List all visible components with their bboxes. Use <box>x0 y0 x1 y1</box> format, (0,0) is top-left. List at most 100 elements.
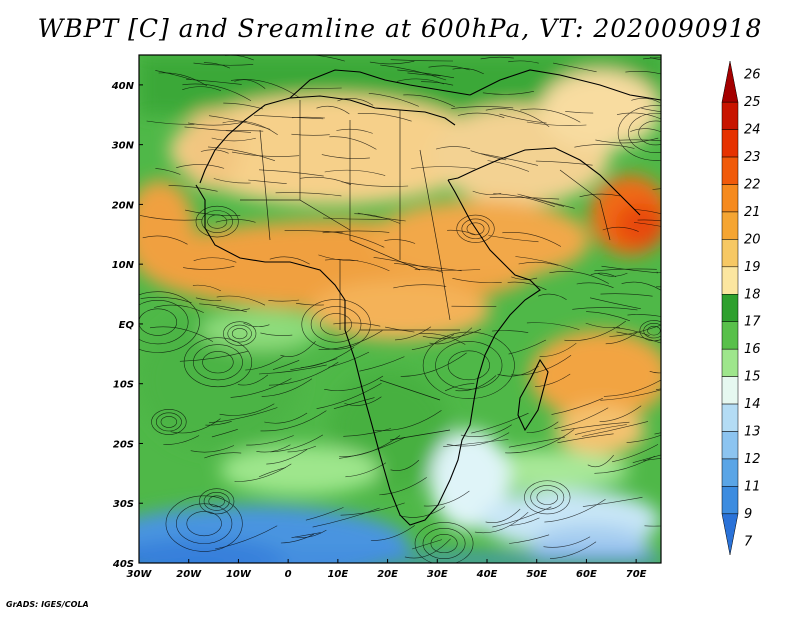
colorbar-label: 7 <box>744 534 753 549</box>
streamline <box>139 215 203 221</box>
streamline <box>488 235 539 243</box>
streamline <box>411 166 476 169</box>
streamline <box>641 108 661 113</box>
streamline <box>414 268 481 271</box>
streamline <box>553 62 597 73</box>
streamline <box>354 213 401 224</box>
streamline <box>634 208 661 214</box>
map-frame <box>138 54 662 564</box>
streamline <box>535 160 593 166</box>
streamline <box>216 295 266 306</box>
streamline <box>518 261 559 266</box>
eddy-streamline <box>201 210 233 233</box>
streamline <box>155 70 192 80</box>
streamline <box>601 265 659 274</box>
colorbar-label: 25 <box>744 95 761 110</box>
streamline <box>264 412 308 424</box>
streamline <box>538 293 567 300</box>
streamline <box>549 271 609 284</box>
streamline <box>291 133 330 136</box>
streamline <box>654 432 661 435</box>
streamline <box>246 435 294 446</box>
colorbar-swatch <box>721 211 739 240</box>
streamline <box>452 67 484 75</box>
streamline <box>627 314 661 317</box>
streamline <box>457 112 505 118</box>
streamline <box>213 178 251 184</box>
streamline <box>480 153 538 166</box>
eddy-streamline <box>422 528 466 559</box>
streamline <box>211 429 238 438</box>
streamline <box>168 185 218 192</box>
streamline <box>146 120 195 125</box>
streamline <box>234 79 266 89</box>
streamline <box>400 352 467 377</box>
lon-label: 30W <box>127 569 153 580</box>
streamline <box>287 445 317 453</box>
streamline <box>574 424 627 435</box>
streamline <box>316 382 382 409</box>
streamline <box>557 433 614 444</box>
eddy-streamline <box>203 491 230 511</box>
streamline <box>412 539 442 550</box>
streamline <box>507 281 547 291</box>
eddy-streamline <box>524 480 571 515</box>
latitude-labels: 40N 30N 20N 10N EQ 10S 20S 30S 40S <box>111 81 143 570</box>
colorbar-swatch <box>721 321 739 350</box>
eddy-streamline <box>628 112 661 153</box>
streamline <box>268 361 339 386</box>
lon-label: 20E <box>377 569 398 580</box>
streamline <box>600 293 653 297</box>
streamline <box>179 351 248 362</box>
eddy-streamline <box>199 488 235 515</box>
colorbar-label: 15 <box>744 370 761 385</box>
lat-label: 10S <box>113 380 134 391</box>
longitude-labels: 30W 20W 10W 0 10E 20E 30E 40E 50E 60E 70E <box>127 559 647 580</box>
streamline <box>370 525 415 541</box>
colorbar-label: 13 <box>744 425 761 440</box>
streamline <box>248 179 287 184</box>
streamline <box>256 444 291 453</box>
streamline <box>652 188 661 190</box>
streamline <box>421 81 454 86</box>
streamline <box>294 529 327 538</box>
streamline <box>626 434 661 443</box>
streamline <box>295 302 324 306</box>
streamline <box>237 374 269 386</box>
lat-label: 20S <box>113 439 134 450</box>
streamline <box>318 254 359 261</box>
colorbar-swatch <box>721 60 739 103</box>
streamline <box>574 144 635 149</box>
streamline <box>549 541 597 559</box>
eddy-streamline <box>447 350 490 381</box>
streamline <box>576 282 614 288</box>
streamline <box>155 168 181 175</box>
eddy-streamline <box>647 325 661 336</box>
colorbar-label: 20 <box>744 232 761 247</box>
streamline <box>509 534 550 544</box>
streamline <box>183 266 235 270</box>
streamline <box>452 278 502 284</box>
streamline <box>322 230 385 248</box>
streamline <box>526 121 587 126</box>
streamline <box>644 525 661 527</box>
streamline <box>211 137 256 142</box>
colorbar <box>721 60 739 556</box>
streamline <box>207 146 275 161</box>
eddy-streamline <box>422 331 515 399</box>
streamline <box>630 128 661 133</box>
colorbar-swatch <box>721 486 739 515</box>
streamline <box>203 62 231 69</box>
colorbar-label: 26 <box>744 68 761 83</box>
eddy-streamline <box>223 321 257 346</box>
streamline <box>195 297 222 301</box>
streamline <box>316 105 350 115</box>
country-borders <box>240 100 611 441</box>
streamline <box>343 428 391 437</box>
lat-label: 10N <box>112 260 135 271</box>
colorbar-label: 12 <box>744 452 761 467</box>
eddy-streamline <box>207 214 228 229</box>
eddy-streamline <box>193 344 243 381</box>
streamline <box>312 507 380 528</box>
